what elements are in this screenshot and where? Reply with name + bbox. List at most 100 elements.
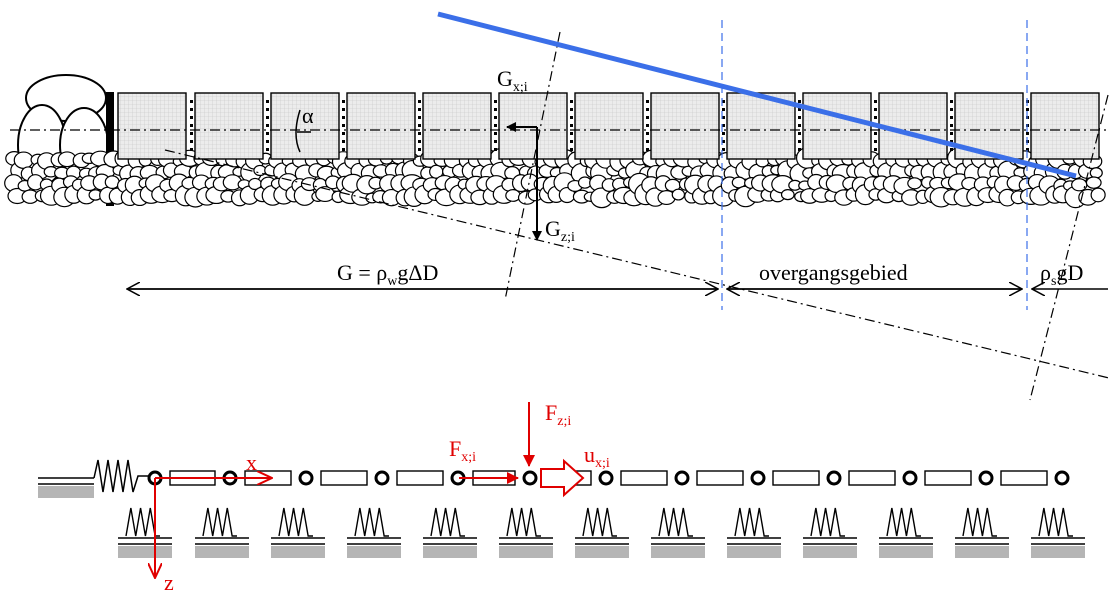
normal-line-left bbox=[504, 31, 561, 301]
foundation-spring bbox=[347, 507, 401, 558]
foundation-spring bbox=[1031, 507, 1085, 558]
joint-marker bbox=[494, 108, 497, 111]
joint-marker bbox=[722, 100, 725, 103]
filter-pebble bbox=[907, 177, 922, 190]
joint-marker bbox=[722, 148, 725, 151]
joint-marker bbox=[418, 108, 421, 111]
joint-marker bbox=[646, 140, 649, 143]
joint-marker bbox=[1026, 148, 1029, 151]
revetment-block bbox=[802, 92, 872, 160]
joint-marker bbox=[874, 116, 877, 119]
joint-marker bbox=[342, 148, 345, 151]
joint-marker bbox=[342, 116, 345, 119]
joint-marker bbox=[1026, 108, 1029, 111]
joint-marker bbox=[494, 140, 497, 143]
joint-marker bbox=[950, 116, 953, 119]
joint-marker bbox=[874, 148, 877, 151]
joint-marker bbox=[342, 140, 345, 143]
element-rect bbox=[396, 470, 444, 486]
filter-pebble bbox=[13, 151, 34, 170]
joint-marker bbox=[342, 124, 345, 127]
joint-marker bbox=[190, 140, 193, 143]
joint-marker bbox=[494, 116, 497, 119]
foundation-spring bbox=[955, 507, 1009, 558]
node-circle bbox=[902, 470, 918, 486]
foundation-springs bbox=[118, 507, 1085, 558]
revetment-block bbox=[194, 92, 264, 160]
element-rect bbox=[1000, 470, 1048, 486]
inclined-axis-line bbox=[164, 149, 1109, 379]
joint-marker bbox=[950, 148, 953, 151]
node-circle bbox=[1054, 470, 1070, 486]
joint-marker bbox=[342, 108, 345, 111]
revetment-block bbox=[726, 92, 796, 160]
joint-marker bbox=[266, 108, 269, 111]
joint-marker bbox=[266, 148, 269, 151]
joint-marker bbox=[950, 124, 953, 127]
revetment-block bbox=[574, 92, 644, 160]
revetment-block bbox=[270, 92, 340, 160]
joint-marker bbox=[646, 116, 649, 119]
joint-marker bbox=[190, 100, 193, 103]
water-level-line bbox=[437, 11, 1077, 179]
filter-pebble bbox=[671, 188, 686, 201]
joint-marker bbox=[494, 124, 497, 127]
fz-label: Fz;i bbox=[545, 400, 571, 429]
joint-marker bbox=[190, 108, 193, 111]
ux-label: ux;i bbox=[584, 442, 610, 471]
joint-marker bbox=[570, 100, 573, 103]
revetment-block bbox=[650, 92, 720, 160]
element-rect bbox=[848, 470, 896, 486]
joint-marker bbox=[570, 124, 573, 127]
foundation-spring bbox=[879, 507, 933, 558]
foundation-spring bbox=[727, 507, 781, 558]
joint-marker bbox=[798, 132, 801, 135]
joint-marker bbox=[418, 140, 421, 143]
normal-line-right bbox=[1029, 94, 1109, 401]
revetment-block bbox=[422, 92, 492, 160]
node-circle bbox=[522, 470, 538, 486]
joint-marker bbox=[874, 100, 877, 103]
joint-marker bbox=[190, 116, 193, 119]
joint-marker bbox=[570, 148, 573, 151]
g-formula-label: G = ρwgΔD bbox=[337, 260, 438, 289]
joint-marker bbox=[418, 100, 421, 103]
joint-marker bbox=[646, 108, 649, 111]
joint-marker bbox=[570, 132, 573, 135]
joint-marker bbox=[190, 132, 193, 135]
node-circle bbox=[978, 470, 994, 486]
joint-marker bbox=[494, 148, 497, 151]
joint-marker bbox=[722, 108, 725, 111]
joint-marker bbox=[418, 148, 421, 151]
node-circle bbox=[298, 470, 314, 486]
rho-s-label: ρsgD bbox=[1040, 260, 1083, 289]
joint-marker bbox=[722, 116, 725, 119]
node-circle bbox=[750, 470, 766, 486]
element-chain bbox=[147, 470, 1070, 486]
element-rect bbox=[924, 470, 972, 486]
joint-marker bbox=[722, 140, 725, 143]
foundation-spring bbox=[575, 507, 629, 558]
joint-marker bbox=[494, 100, 497, 103]
foundation-spring bbox=[803, 507, 857, 558]
transition-label: overgangsgebied bbox=[759, 260, 908, 285]
node-circle bbox=[598, 470, 614, 486]
joint-marker bbox=[418, 124, 421, 127]
node-circle bbox=[674, 470, 690, 486]
joint-marker bbox=[722, 124, 725, 127]
element-rect bbox=[620, 470, 668, 486]
gx-label: Gx;i bbox=[497, 66, 528, 95]
x-axis-label: x bbox=[246, 450, 257, 475]
left-support-ground bbox=[38, 486, 94, 498]
spring-mass-model: x z Fx;i Fz;i ux;i bbox=[38, 400, 1085, 592]
node-circle bbox=[374, 470, 390, 486]
foundation-spring bbox=[651, 507, 705, 558]
joint-marker bbox=[874, 132, 877, 135]
joint-marker bbox=[494, 132, 497, 135]
joint-marker bbox=[798, 140, 801, 143]
revetment-block bbox=[1030, 92, 1100, 160]
joint-marker bbox=[646, 148, 649, 151]
toe-wall bbox=[106, 92, 114, 206]
joint-marker bbox=[950, 132, 953, 135]
joint-marker bbox=[418, 132, 421, 135]
